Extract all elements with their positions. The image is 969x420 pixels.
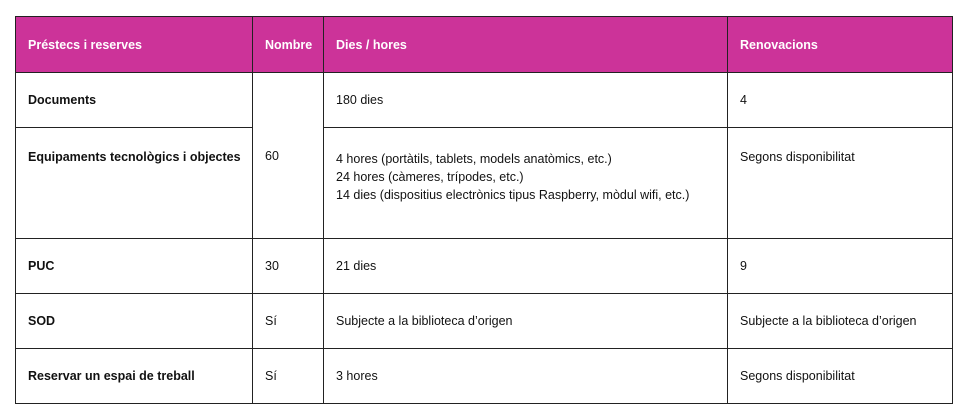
row-dies: 21 dies — [323, 238, 728, 294]
row-label: PUC — [15, 238, 253, 294]
row-nombre: Sí — [252, 348, 324, 404]
row-renovacions: Segons disponibilitat — [727, 348, 953, 404]
row-nombre: 30 — [252, 238, 324, 294]
row-label: Reservar un espai de treball — [15, 348, 253, 404]
loans-table: Préstecs i reserves Nombre Dies / hores … — [15, 16, 953, 404]
table-row: SOD Sí Subjecte a la biblioteca d’origen… — [15, 293, 953, 349]
row-dies: 4 hores (portàtils, tablets, models anat… — [323, 127, 728, 239]
table-row: Documents 60 180 dies 4 — [15, 72, 953, 239]
row-renovacions: Subjecte a la biblioteca d’origen — [727, 293, 953, 349]
dies-line: 24 hores (càmeres, trípodes, etc.) — [336, 170, 524, 184]
header-prestecs: Préstecs i reserves — [15, 16, 253, 73]
table-row: Equipaments tecnològics i objectes 4 hor… — [15, 127, 953, 239]
header-dies: Dies / hores — [323, 16, 728, 73]
table-header-row: Préstecs i reserves Nombre Dies / hores … — [15, 16, 953, 73]
table-row: PUC 30 21 dies 9 — [15, 238, 953, 294]
row-dies: 3 hores — [323, 348, 728, 404]
header-renovacions: Renovacions — [727, 16, 953, 73]
row-label: Documents — [15, 72, 253, 128]
row-label: Equipaments tecnològics i objectes — [15, 127, 253, 239]
row-dies: Subjecte a la biblioteca d’origen — [323, 293, 728, 349]
row-nombre: Sí — [252, 293, 324, 349]
row-renovacions: 4 — [727, 72, 953, 128]
table-row: Reservar un espai de treball Sí 3 hores … — [15, 348, 953, 404]
row-renovacions: 9 — [727, 238, 953, 294]
row-nombre: 60 — [252, 72, 324, 239]
row-renovacions: Segons disponibilitat — [727, 127, 953, 239]
dies-line: 4 hores (portàtils, tablets, models anat… — [336, 152, 612, 166]
row-dies: 180 dies — [323, 72, 728, 128]
row-label: SOD — [15, 293, 253, 349]
header-nombre: Nombre — [252, 16, 324, 73]
dies-line: 14 dies (dispositius electrònics tipus R… — [336, 188, 690, 202]
